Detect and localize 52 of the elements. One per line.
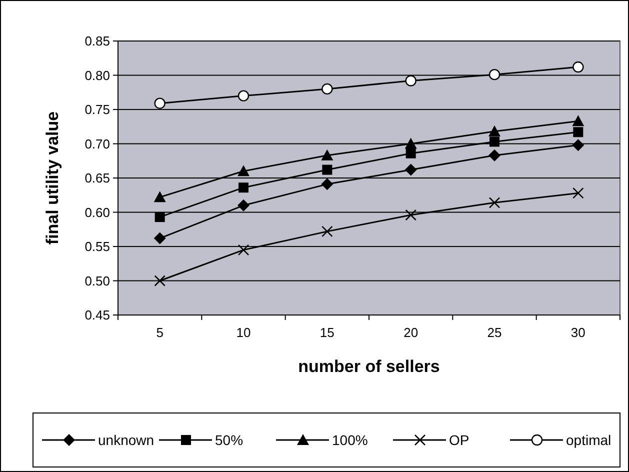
point <box>238 165 250 176</box>
point <box>573 127 584 138</box>
point <box>238 199 250 212</box>
point <box>154 191 166 202</box>
point <box>488 149 500 162</box>
point <box>322 164 332 175</box>
point <box>154 232 166 244</box>
point <box>321 149 334 160</box>
x-tick-label: 20 <box>404 325 418 340</box>
y-tick-label: 0.55 <box>84 239 110 254</box>
y-axis-title: final utility value <box>43 111 62 245</box>
point <box>404 164 417 176</box>
y-tick-label: 0.70 <box>84 136 110 152</box>
point <box>488 68 500 80</box>
x-tick-label: 15 <box>320 325 334 340</box>
legend-label: 50% <box>215 432 244 448</box>
point <box>488 125 500 136</box>
point <box>154 212 165 222</box>
y-tick-label: 0.80 <box>84 68 110 83</box>
x-tick-label: 30 <box>570 325 586 340</box>
point <box>321 178 334 190</box>
point <box>154 98 166 109</box>
point <box>572 139 584 152</box>
point <box>488 197 500 208</box>
point <box>572 187 584 199</box>
point <box>572 61 584 73</box>
point <box>405 209 416 221</box>
x-axis-title: number of sellers <box>298 357 440 376</box>
point <box>322 83 333 95</box>
x-tick-label: 5 <box>156 325 164 340</box>
y-tick-label: 0.60 <box>84 204 110 220</box>
y-tick-label: 0.45 <box>84 308 110 323</box>
point <box>238 90 250 102</box>
legend-label: OP <box>449 432 470 448</box>
y-tick-label: 0.65 <box>84 170 110 186</box>
point <box>322 226 333 238</box>
legend-label: optimal <box>566 432 612 448</box>
x-tick-label: 25 <box>487 325 502 340</box>
y-tick-label: 0.50 <box>84 273 110 288</box>
x-tick-label: 10 <box>236 325 251 340</box>
point <box>238 182 248 193</box>
point <box>406 148 416 158</box>
point <box>238 244 250 256</box>
point <box>490 136 500 147</box>
point <box>405 75 416 86</box>
point <box>572 115 584 126</box>
y-tick-label: 0.75 <box>84 102 110 118</box>
point <box>154 275 166 286</box>
point <box>404 138 417 149</box>
legend-label: 100% <box>332 432 368 448</box>
legend-label: unknown <box>98 432 154 448</box>
y-tick-label: 0.85 <box>84 34 110 49</box>
